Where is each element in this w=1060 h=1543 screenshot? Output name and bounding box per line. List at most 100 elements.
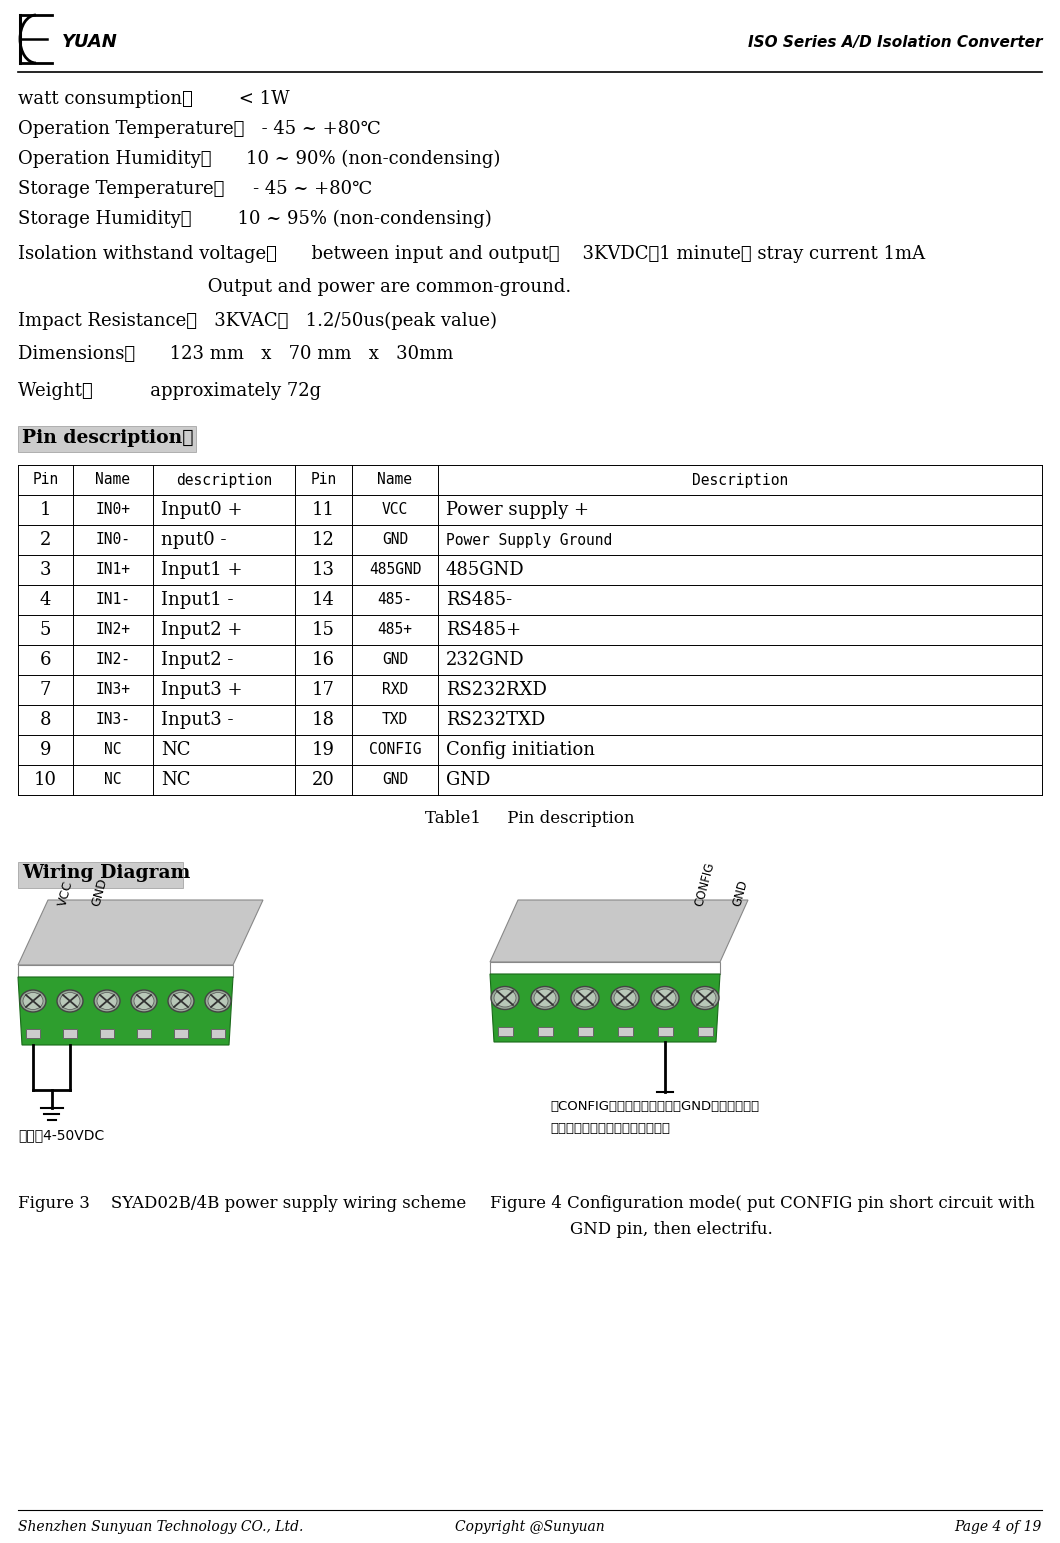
Text: CONFIG: CONFIG: [369, 742, 421, 758]
Text: Pin description：: Pin description：: [22, 429, 194, 447]
Text: NC: NC: [161, 741, 191, 759]
Text: Storage Humidity：        10 ~ 95% (non-condensing): Storage Humidity： 10 ~ 95% (non-condensi…: [18, 210, 492, 228]
Text: 1: 1: [40, 501, 51, 518]
Ellipse shape: [491, 986, 519, 1009]
Text: watt consumption：        < 1W: watt consumption： < 1W: [18, 89, 289, 108]
Text: GND: GND: [90, 876, 110, 907]
Text: 14: 14: [312, 591, 335, 609]
Text: GND: GND: [382, 773, 408, 787]
Text: Input1 -: Input1 -: [161, 591, 233, 609]
Text: Input0 +: Input0 +: [161, 501, 243, 518]
Text: 电源：4-50VDC: 电源：4-50VDC: [18, 1128, 104, 1142]
Polygon shape: [490, 900, 748, 961]
Text: Input2 +: Input2 +: [161, 620, 243, 639]
Text: Name: Name: [95, 472, 130, 488]
Ellipse shape: [654, 989, 676, 1008]
Text: Impact Resistance：   3KVAC，   1.2/50us(peak value): Impact Resistance： 3KVAC， 1.2/50us(peak …: [18, 312, 497, 330]
Text: GND pin, then electrifu.: GND pin, then electrifu.: [570, 1221, 773, 1237]
Text: Figure 3    SYAD02B/4B power supply wiring scheme: Figure 3 SYAD02B/4B power supply wiring …: [18, 1194, 466, 1211]
Bar: [490, 961, 720, 974]
Polygon shape: [18, 977, 233, 1045]
Ellipse shape: [60, 992, 80, 1009]
Text: Input2 -: Input2 -: [161, 651, 233, 670]
Text: TXD: TXD: [382, 713, 408, 727]
Text: GND: GND: [730, 878, 749, 907]
Ellipse shape: [534, 989, 556, 1008]
Bar: [578, 1028, 593, 1035]
Text: 2: 2: [40, 531, 51, 549]
Text: description: description: [176, 472, 272, 488]
Bar: [26, 1029, 40, 1038]
Text: Page 4 of 19: Page 4 of 19: [955, 1520, 1042, 1534]
Text: NC: NC: [104, 742, 122, 758]
Text: Pin: Pin: [33, 472, 58, 488]
Text: 485GND: 485GND: [369, 563, 421, 577]
Text: Operation Temperature：   - 45 ~ +80℃: Operation Temperature： - 45 ~ +80℃: [18, 120, 381, 137]
Text: Pin: Pin: [311, 472, 337, 488]
Text: NC: NC: [104, 773, 122, 787]
Text: Table1     Pin description: Table1 Pin description: [425, 810, 635, 827]
Bar: [657, 1028, 672, 1035]
Ellipse shape: [20, 991, 46, 1012]
Text: 12: 12: [312, 531, 335, 549]
Text: RXD: RXD: [382, 682, 408, 697]
Bar: [63, 1029, 77, 1038]
Text: RS232TXD: RS232TXD: [446, 711, 545, 728]
Ellipse shape: [614, 989, 636, 1008]
Text: IN3+: IN3+: [95, 682, 130, 697]
Text: 485GND: 485GND: [446, 562, 525, 579]
Bar: [697, 1028, 712, 1035]
Ellipse shape: [98, 992, 117, 1009]
Text: IN0+: IN0+: [95, 503, 130, 517]
Text: Weight：          approximately 72g: Weight： approximately 72g: [18, 383, 321, 400]
Text: ISO Series A/D Isolation Converter: ISO Series A/D Isolation Converter: [747, 34, 1042, 49]
Ellipse shape: [208, 992, 228, 1009]
Bar: [100, 1029, 114, 1038]
Text: Power Supply Ground: Power Supply Ground: [446, 532, 613, 548]
Text: IN1+: IN1+: [95, 563, 130, 577]
Bar: [537, 1028, 552, 1035]
Text: 9: 9: [40, 741, 51, 759]
Bar: [174, 1029, 188, 1038]
Ellipse shape: [494, 989, 516, 1008]
Bar: [137, 1029, 151, 1038]
Text: Input3 -: Input3 -: [161, 711, 233, 728]
Text: IN2+: IN2+: [95, 622, 130, 637]
Text: RS485-: RS485-: [446, 591, 512, 609]
Bar: [18, 964, 233, 977]
Text: 485-: 485-: [377, 593, 412, 608]
Text: IN0-: IN0-: [95, 532, 130, 548]
Text: 接通电源，此时模块进入配置状态: 接通电源，此时模块进入配置状态: [550, 1122, 670, 1136]
Text: Input3 +: Input3 +: [161, 680, 243, 699]
Text: Input1 +: Input1 +: [161, 562, 243, 579]
Text: 8: 8: [40, 711, 51, 728]
Bar: [497, 1028, 512, 1035]
Text: Power supply +: Power supply +: [446, 501, 589, 518]
Ellipse shape: [94, 991, 120, 1012]
Ellipse shape: [531, 986, 559, 1009]
Ellipse shape: [694, 989, 716, 1008]
Ellipse shape: [571, 986, 599, 1009]
Polygon shape: [18, 900, 263, 964]
Ellipse shape: [205, 991, 231, 1012]
Text: 7: 7: [40, 680, 51, 699]
Text: IN3-: IN3-: [95, 713, 130, 727]
Text: 4: 4: [40, 591, 51, 609]
Text: YUAN: YUAN: [61, 32, 118, 51]
Text: 5: 5: [40, 620, 51, 639]
Text: NC: NC: [161, 772, 191, 788]
Text: 16: 16: [312, 651, 335, 670]
Ellipse shape: [134, 992, 154, 1009]
Ellipse shape: [651, 986, 679, 1009]
Ellipse shape: [171, 992, 191, 1009]
Text: CONFIG: CONFIG: [693, 861, 718, 907]
Text: 485+: 485+: [377, 622, 412, 637]
Text: 13: 13: [312, 562, 335, 579]
Text: RS232RXD: RS232RXD: [446, 680, 547, 699]
Text: GND: GND: [382, 532, 408, 548]
Ellipse shape: [131, 991, 157, 1012]
Bar: [18, 863, 183, 889]
Ellipse shape: [167, 991, 194, 1012]
Text: 232GND: 232GND: [446, 651, 525, 670]
Polygon shape: [490, 974, 720, 1042]
